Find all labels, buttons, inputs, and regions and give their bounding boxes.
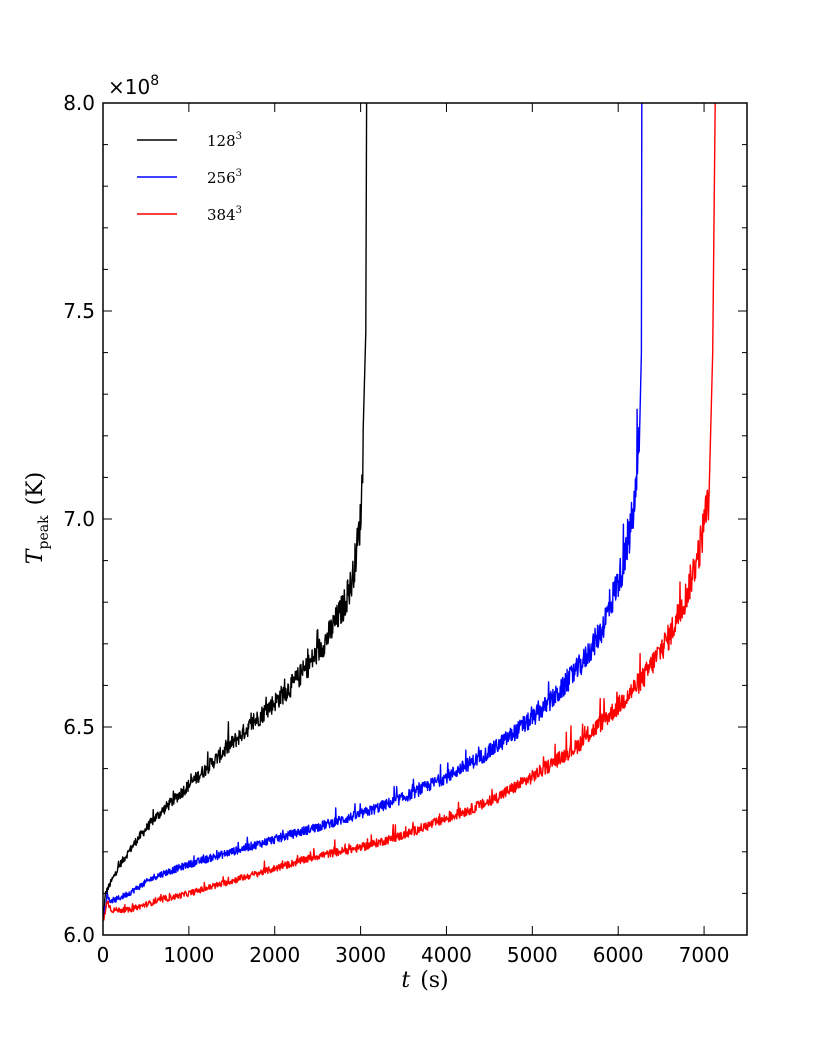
x-tick-label: 6000 — [593, 943, 644, 967]
legend: 1283 2563 3843 — [137, 131, 242, 224]
plot-frame — [102, 102, 748, 936]
y-axis: 6.0 6.5 7.0 7.5 8.0 — [63, 91, 747, 947]
y-tick-label: 6.0 — [63, 923, 95, 947]
x-tick-label: 2000 — [249, 943, 300, 967]
series-line-256 — [103, 103, 643, 921]
series-line-384 — [103, 103, 716, 922]
y-tick-label: 6.5 — [63, 715, 95, 739]
plot-lines — [103, 103, 716, 922]
y-axis-label: Tpeak(K) — [23, 472, 52, 564]
legend-label: 2563 — [207, 168, 242, 187]
series-line-128 — [103, 103, 368, 918]
x-axis: 0 1000 2000 3000 4000 5000 6000 7000 — [97, 103, 730, 967]
x-tick-label: 3000 — [335, 943, 386, 967]
x-tick-label: 4000 — [421, 943, 472, 967]
x-tick-label: 0 — [97, 943, 110, 967]
x-axis-label: t (s) — [401, 968, 448, 993]
legend-label: 1283 — [207, 131, 242, 150]
y-tick-label: 7.5 — [63, 299, 95, 323]
x-tick-label: 1000 — [163, 943, 214, 967]
y-offset-label: ×108 — [108, 73, 159, 99]
x-tick-label: 5000 — [507, 943, 558, 967]
x-tick-label: 7000 — [679, 943, 730, 967]
legend-label: 3843 — [207, 205, 242, 224]
y-tick-label: 8.0 — [63, 91, 95, 115]
y-tick-label: 7.0 — [63, 507, 95, 531]
